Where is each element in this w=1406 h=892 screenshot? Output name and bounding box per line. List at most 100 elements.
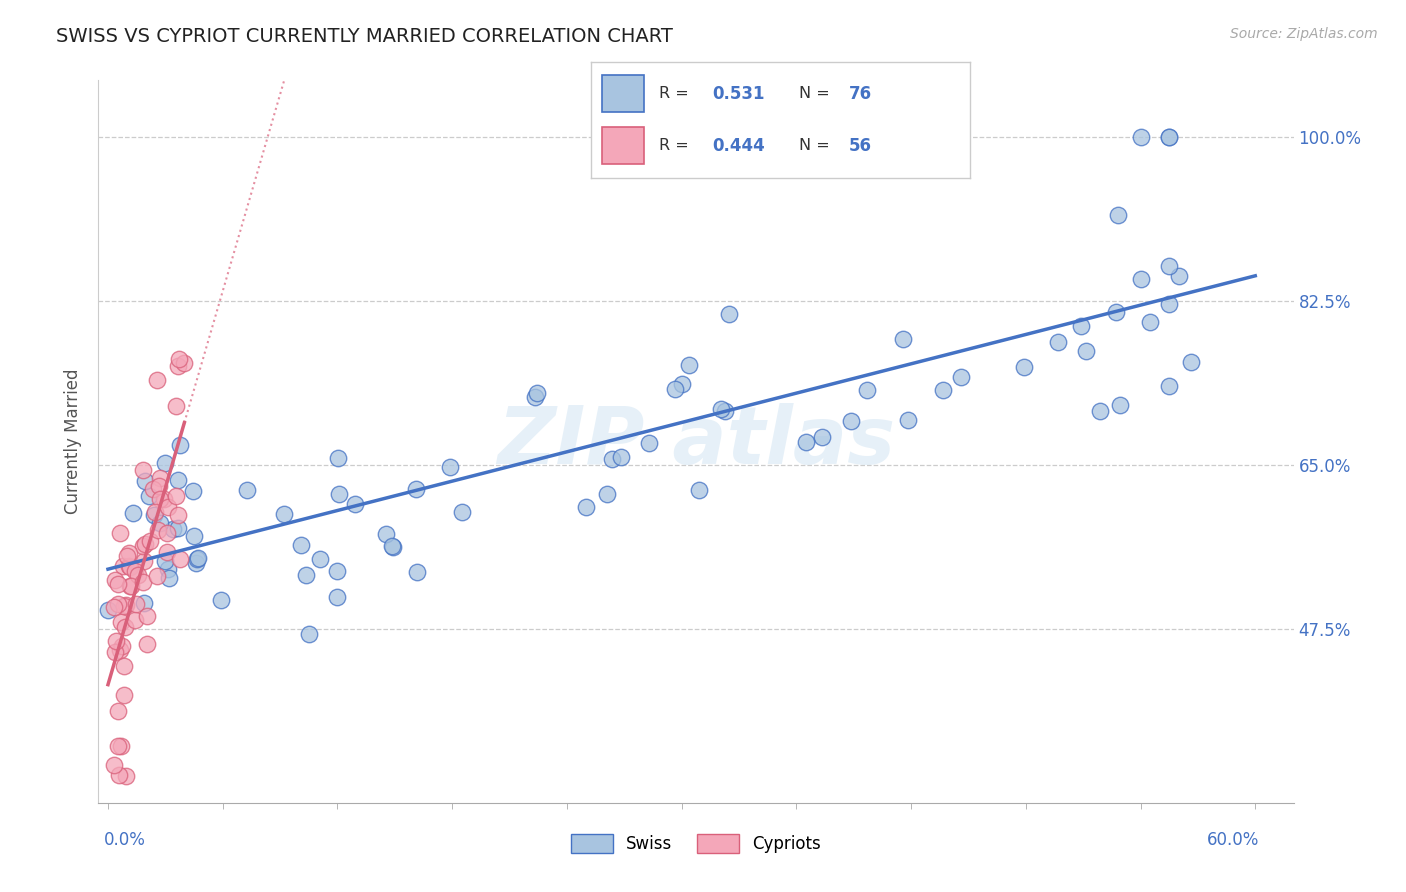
Point xyxy=(600,452,623,467)
Point xyxy=(575,500,598,514)
Point xyxy=(664,383,686,397)
Point xyxy=(118,546,141,560)
Point xyxy=(115,598,138,612)
Point xyxy=(104,573,127,587)
Point xyxy=(1159,259,1181,273)
Point xyxy=(1129,129,1152,144)
Text: 60.0%: 60.0% xyxy=(1206,831,1260,849)
Point xyxy=(118,560,141,574)
Point xyxy=(1105,305,1128,319)
Text: 0.0%: 0.0% xyxy=(104,831,146,849)
Point xyxy=(381,539,404,553)
Point xyxy=(166,359,188,373)
Text: Source: ZipAtlas.com: Source: ZipAtlas.com xyxy=(1230,27,1378,41)
Point xyxy=(298,627,321,641)
Point xyxy=(108,767,131,781)
Point xyxy=(132,554,155,568)
Point xyxy=(108,525,131,540)
Text: 0.531: 0.531 xyxy=(711,85,765,103)
Point xyxy=(181,484,204,499)
Text: 0.444: 0.444 xyxy=(711,137,765,155)
Point xyxy=(209,593,232,607)
Point xyxy=(125,597,148,611)
Point xyxy=(1167,269,1189,284)
Point xyxy=(1159,129,1181,144)
Text: R =: R = xyxy=(659,87,699,102)
Point xyxy=(112,659,135,673)
Point xyxy=(117,549,139,563)
Point xyxy=(375,527,398,541)
Point xyxy=(610,450,633,464)
Point xyxy=(112,688,135,702)
Point xyxy=(132,596,155,610)
Point xyxy=(167,521,190,535)
Point xyxy=(120,579,142,593)
Point xyxy=(118,559,141,574)
Point xyxy=(135,608,157,623)
Point xyxy=(143,508,166,523)
Point xyxy=(162,522,184,536)
Text: SWISS VS CYPRIOT CURRENTLY MARRIED CORRELATION CHART: SWISS VS CYPRIOT CURRENTLY MARRIED CORRE… xyxy=(56,27,673,45)
Point xyxy=(714,404,737,418)
Point xyxy=(1180,355,1202,369)
Point xyxy=(596,487,619,501)
Point xyxy=(1074,344,1097,359)
Text: 76: 76 xyxy=(849,85,872,103)
Point xyxy=(671,377,693,392)
Point xyxy=(1159,297,1181,311)
Point xyxy=(134,474,156,488)
Point xyxy=(295,567,318,582)
Point xyxy=(114,769,136,783)
Point xyxy=(328,487,350,501)
Point xyxy=(810,430,832,444)
Point xyxy=(153,456,176,470)
Point xyxy=(308,551,330,566)
Point xyxy=(526,385,548,400)
Point xyxy=(897,412,920,426)
Point xyxy=(167,352,190,367)
Point xyxy=(439,459,461,474)
Point xyxy=(1159,129,1181,144)
Point xyxy=(165,489,187,503)
Point xyxy=(950,370,973,384)
Point xyxy=(107,576,129,591)
Point xyxy=(146,569,169,583)
Point xyxy=(110,639,132,653)
Point xyxy=(149,516,172,530)
Point xyxy=(187,551,209,566)
Point xyxy=(169,551,191,566)
Point xyxy=(451,505,474,519)
Point xyxy=(148,524,170,538)
Point xyxy=(107,597,129,611)
Point xyxy=(1070,318,1092,333)
Point xyxy=(343,497,366,511)
Point xyxy=(118,579,141,593)
Bar xyxy=(602,75,644,112)
Point xyxy=(131,575,153,590)
Point xyxy=(236,483,259,497)
Point xyxy=(139,534,162,549)
Point xyxy=(841,414,863,428)
Point xyxy=(121,506,143,520)
Point xyxy=(1109,399,1132,413)
Point xyxy=(932,384,955,398)
Point xyxy=(167,473,190,487)
Point xyxy=(1139,315,1161,329)
Point xyxy=(143,505,166,519)
Point xyxy=(169,438,191,452)
Point xyxy=(405,565,427,579)
Point xyxy=(273,507,295,521)
Point xyxy=(107,739,129,754)
Point xyxy=(156,545,179,559)
Point xyxy=(1047,334,1070,349)
Point xyxy=(108,642,131,657)
Point xyxy=(173,356,195,370)
Point xyxy=(796,434,818,449)
Point xyxy=(124,613,146,627)
Point xyxy=(104,634,127,648)
Point xyxy=(156,500,179,514)
Point xyxy=(688,483,710,497)
Bar xyxy=(602,128,644,164)
Point xyxy=(325,590,347,604)
Point xyxy=(183,529,205,543)
